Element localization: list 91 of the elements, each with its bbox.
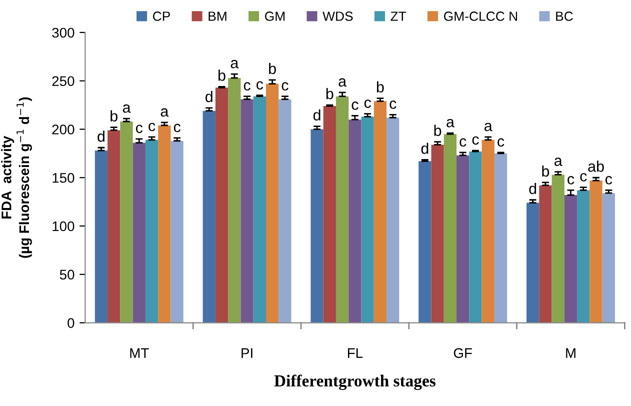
annotation: b <box>542 165 550 177</box>
legend-label: GM-CLCC N <box>444 12 518 21</box>
bar <box>108 130 120 323</box>
bar <box>253 96 266 323</box>
annotation: a <box>160 108 169 117</box>
y-tick-label: 250 <box>52 76 74 86</box>
x-tick-label: FL <box>348 348 363 358</box>
x-axis-title: Differentgrowth stages <box>274 374 436 390</box>
bar <box>386 118 400 323</box>
bar <box>170 140 184 323</box>
bar <box>431 144 444 323</box>
bar <box>132 142 146 323</box>
x-tick-label: MT <box>130 348 149 358</box>
y-tick-label: 100 <box>52 221 74 232</box>
annotation: a <box>484 122 492 132</box>
annotation: d <box>421 142 428 154</box>
bar <box>361 116 374 323</box>
annotation: a <box>446 118 454 128</box>
legend-label: BM <box>208 12 226 21</box>
bar <box>266 84 279 323</box>
bar <box>456 155 470 323</box>
legend-label: ZT <box>390 12 406 21</box>
annotation: a <box>338 78 347 87</box>
bar <box>494 153 508 323</box>
bar <box>469 152 482 323</box>
bar <box>348 120 362 323</box>
bar <box>602 193 615 323</box>
bar <box>374 101 387 323</box>
bar <box>323 106 336 323</box>
annotation: c <box>352 102 358 110</box>
annotation: a <box>554 158 562 166</box>
annotation: c <box>256 81 264 90</box>
x-tick-label: GF <box>454 348 472 358</box>
bar <box>444 134 457 323</box>
bar <box>278 99 292 323</box>
bar <box>564 195 578 323</box>
annotation: b <box>269 62 276 74</box>
bar <box>539 185 552 323</box>
annotation: c <box>390 100 396 109</box>
bar <box>526 202 540 323</box>
annotation: c <box>174 124 180 132</box>
legend-label: WDS <box>322 12 353 21</box>
annotation: c <box>148 122 156 132</box>
annotation: b <box>110 110 118 122</box>
y-tick-label: 50 <box>60 270 74 280</box>
annotation: a <box>122 104 131 113</box>
bar <box>552 174 564 323</box>
y-tick-label: 150 <box>52 172 74 183</box>
annotation: c <box>568 176 574 184</box>
bar <box>215 88 228 323</box>
annotation: b <box>434 124 442 136</box>
annotation: c <box>282 82 288 91</box>
annotation: ab <box>588 160 604 172</box>
bar <box>158 125 171 323</box>
x-tick-label: PI <box>242 348 252 358</box>
legend-label: CP <box>153 12 170 21</box>
bar <box>590 180 602 323</box>
annotation: a <box>230 60 239 68</box>
annotation: c <box>580 173 587 182</box>
bar <box>202 110 216 323</box>
bar <box>228 78 241 323</box>
bar <box>418 161 432 323</box>
annotation: c <box>472 136 479 145</box>
annotation: d <box>98 130 104 142</box>
bar <box>240 99 254 323</box>
x-tick-label: M <box>566 348 576 358</box>
annotation: b <box>326 88 334 100</box>
bar <box>482 140 494 323</box>
annotation: c <box>498 138 504 147</box>
annotation: b <box>218 70 226 81</box>
annotation: d <box>206 90 212 102</box>
annotation: d <box>313 109 320 121</box>
bar <box>310 129 324 323</box>
y-tick-label: 200 <box>52 124 74 134</box>
annotation: c <box>244 82 250 91</box>
legend-label: BC <box>556 12 573 21</box>
y-tick-label: 300 <box>52 28 74 38</box>
y-axis-title: FDA activity (µg Fluorescein g$^{−1}$ d$^{−1}$) <box>1 97 32 258</box>
bar <box>94 150 108 323</box>
annotation: b <box>376 81 384 92</box>
annotation: c <box>605 176 612 184</box>
annotation: c <box>364 100 371 108</box>
bar <box>120 122 133 323</box>
annotation: c <box>136 124 143 134</box>
annotation: d <box>529 182 536 194</box>
bar <box>145 140 158 323</box>
annotation: c <box>460 138 466 147</box>
legend-label: GM <box>265 12 285 21</box>
bar <box>577 190 590 323</box>
y-tick-label: 0 <box>68 318 74 328</box>
bar <box>336 96 349 323</box>
